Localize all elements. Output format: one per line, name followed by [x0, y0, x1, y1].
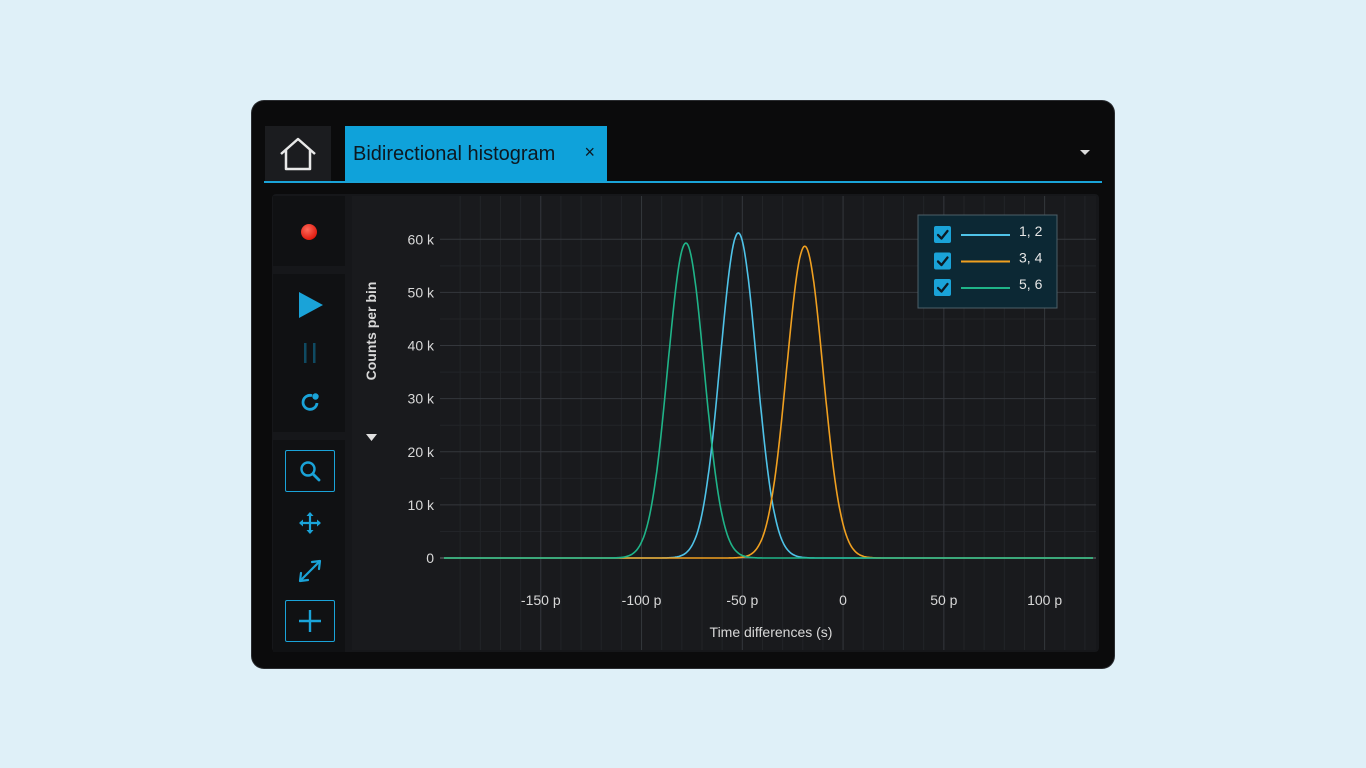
check-icon — [936, 256, 949, 267]
x-tick-label: -150 p — [521, 592, 561, 608]
y-tick-label: 60 k — [408, 231, 435, 247]
tab-bidirectional-histogram[interactable]: Bidirectional histogram × — [345, 126, 607, 182]
x-axis-label: Time differences (s) — [710, 624, 833, 640]
pan-button[interactable] — [293, 506, 327, 540]
x-axis: -150 p -100 p -50 p 0 50 p 100 p — [521, 592, 1062, 608]
navigation-group — [273, 440, 345, 652]
tab-bar-divider — [264, 181, 1102, 183]
app-window: Bidirectional histogram × — [252, 101, 1114, 668]
expand-icon — [298, 559, 322, 583]
zoom-icon — [300, 461, 321, 482]
y-axis-label-group: Counts per bin — [363, 282, 379, 381]
record-group — [273, 196, 345, 266]
legend-label: 1, 2 — [1019, 223, 1043, 239]
y-tick-label: 20 k — [408, 444, 435, 460]
legend-checkbox[interactable] — [934, 252, 951, 270]
x-tick-label: -100 p — [622, 592, 662, 608]
pause-button[interactable] — [295, 338, 325, 368]
y-tick-label: 0 — [426, 550, 434, 566]
record-icon — [301, 224, 317, 240]
x-tick-label: 0 — [839, 592, 847, 608]
y-tick-label: 30 k — [408, 391, 435, 407]
legend-label: 5, 6 — [1019, 276, 1043, 292]
play-icon — [299, 292, 323, 318]
reset-button[interactable] — [295, 387, 325, 417]
legend: 1, 2 3, 4 5, 6 — [917, 214, 1058, 309]
playback-group — [273, 274, 345, 432]
main-content: 0 10 k 20 k 30 k 40 k 50 k 60 k -150 p -100 p -5… — [272, 194, 1099, 652]
check-icon — [936, 229, 949, 240]
legend-label: 3, 4 — [1019, 250, 1043, 266]
x-tick-label: 50 p — [930, 592, 957, 608]
legend-checkbox[interactable] — [934, 279, 951, 296]
chart-area[interactable]: 0 10 k 20 k 30 k 40 k 50 k 60 k -150 p -100 p -5… — [352, 196, 1096, 650]
y-tick-label: 50 k — [408, 284, 435, 300]
check-icon — [936, 282, 949, 293]
record-button[interactable] — [295, 218, 323, 246]
chevron-down-icon[interactable] — [1078, 145, 1092, 159]
pause-icon — [304, 343, 316, 363]
y-axis-label: Counts per bin — [363, 282, 379, 381]
zoom-button[interactable] — [285, 450, 335, 492]
x-tick-label: 100 p — [1027, 592, 1062, 608]
fit-button[interactable] — [293, 554, 327, 588]
crosshair-button[interactable] — [285, 600, 335, 642]
histogram-chart[interactable]: 0 10 k 20 k 30 k 40 k 50 k 60 k -150 p -100 p -5… — [352, 196, 1096, 650]
crosshair-icon — [299, 610, 321, 632]
y-axis-collapse-icon[interactable] — [366, 434, 377, 441]
close-icon[interactable]: × — [584, 142, 595, 162]
refresh-icon — [301, 393, 319, 411]
y-tick-label: 40 k — [408, 338, 435, 354]
y-tick-label: 10 k — [408, 497, 435, 513]
tab-title: Bidirectional histogram — [353, 142, 556, 165]
x-tick-label: -50 p — [726, 592, 758, 608]
home-icon — [280, 137, 316, 171]
legend-checkbox[interactable] — [934, 226, 951, 243]
home-button[interactable] — [265, 126, 331, 182]
y-axis: 0 10 k 20 k 30 k 40 k 50 k 60 k — [408, 231, 435, 566]
move-icon — [299, 512, 321, 534]
play-button[interactable] — [293, 288, 327, 322]
series-line — [444, 242, 1093, 559]
series-lines — [444, 232, 1093, 559]
